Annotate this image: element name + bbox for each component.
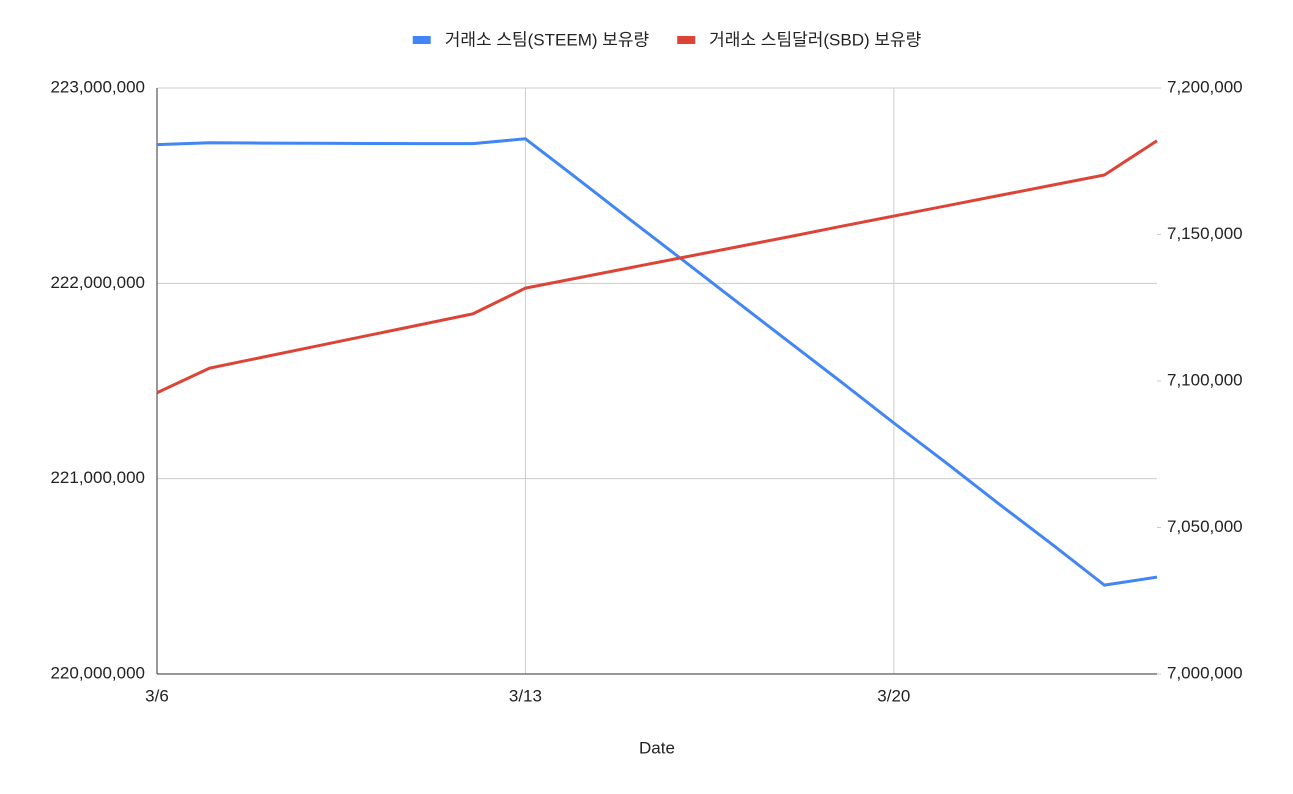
x-tick-label: 3/6 — [145, 686, 169, 705]
legend-label: 거래소 스팀(STEEM) 보유량 — [445, 30, 650, 49]
series-line — [156, 139, 1158, 395]
y2-tick-label: 7,050,000 — [1167, 517, 1243, 536]
legend-swatch — [412, 36, 431, 44]
legend-label: 거래소 스팀달러(SBD) 보유량 — [709, 30, 921, 49]
y-tick-label: 220,000,000 — [50, 663, 145, 682]
x-tick-label: 3/13 — [509, 686, 542, 705]
y2-tick-label: 7,200,000 — [1167, 77, 1243, 96]
y2-tick-label: 7,100,000 — [1167, 370, 1243, 389]
x-axis-title: Date — [639, 738, 675, 757]
y-tick-label: 221,000,000 — [50, 468, 145, 487]
legend-swatch — [677, 36, 696, 44]
y2-tick-label: 7,000,000 — [1167, 663, 1243, 682]
series-line — [156, 137, 1158, 587]
y-tick-label: 223,000,000 — [50, 77, 145, 96]
y2-tick-label: 7,150,000 — [1167, 224, 1243, 243]
y-tick-label: 222,000,000 — [50, 273, 145, 292]
x-tick-label: 3/20 — [877, 686, 910, 705]
